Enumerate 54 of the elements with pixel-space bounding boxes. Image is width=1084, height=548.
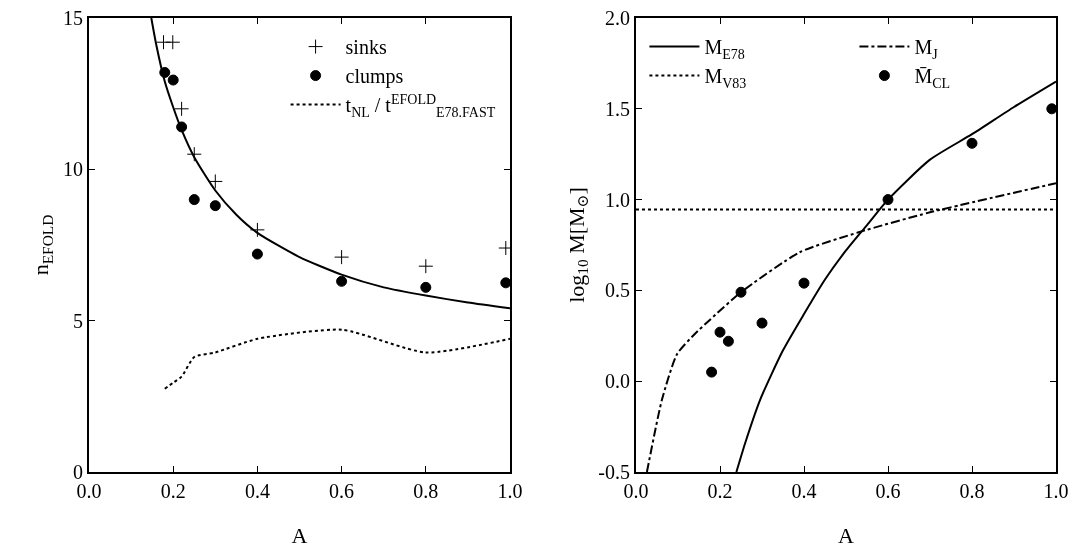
y-tick-label: 0.5 — [605, 279, 630, 302]
y-tick-label: 2.0 — [605, 7, 630, 29]
point — [500, 277, 510, 289]
point — [798, 277, 810, 289]
legend-label: M$_{E78}$ — [704, 36, 745, 62]
point — [735, 286, 747, 298]
x-tick-label: 0.0 — [623, 480, 649, 502]
x-tick-label: 0.2 — [707, 480, 733, 502]
y-tick-label: 0 — [73, 461, 83, 483]
legend-label: M$_{V83}$ — [704, 65, 747, 91]
point — [1046, 103, 1056, 115]
point — [420, 281, 432, 293]
point — [209, 200, 221, 212]
point — [174, 101, 190, 117]
y-tick-label: 1.0 — [605, 188, 630, 211]
x-tick-label: 1.0 — [497, 480, 523, 502]
legend-label: M$_{J}$ — [914, 36, 939, 62]
point — [159, 66, 171, 78]
point — [251, 248, 263, 260]
point — [714, 326, 726, 338]
x-tick-label: 0.6 — [329, 480, 355, 502]
point — [336, 275, 348, 287]
x-axis-title: A — [838, 523, 855, 548]
legend-label: clumps — [345, 65, 404, 89]
legend-label: M̄$_{CL}$ — [914, 65, 951, 91]
y-tick-label: 5 — [73, 309, 83, 332]
point — [167, 74, 179, 86]
point — [756, 317, 768, 329]
x-tick-label: 0.8 — [413, 480, 439, 502]
point — [706, 366, 718, 378]
point — [882, 194, 894, 206]
point — [188, 194, 200, 206]
x-tick-label: 0.4 — [244, 480, 270, 502]
y-tick-label: -0.5 — [598, 461, 630, 483]
x-tick-label: 0.4 — [791, 480, 817, 502]
x-tick-label: 0.6 — [875, 480, 901, 502]
y-tick-label: 1.5 — [605, 97, 630, 120]
point — [966, 137, 978, 149]
y-tick-label: 15 — [63, 7, 83, 29]
x-tick-label: 0.2 — [160, 480, 186, 502]
legend-label: sinks — [345, 36, 387, 59]
point — [249, 222, 265, 238]
point — [418, 258, 434, 274]
x-axis-title: A — [291, 523, 308, 548]
point — [186, 146, 202, 162]
y-tick-label: 10 — [63, 158, 83, 181]
x-tick-label: 1.0 — [1043, 480, 1069, 502]
point — [722, 335, 734, 347]
point — [165, 34, 181, 50]
point — [176, 121, 188, 133]
x-tick-label: 0.8 — [959, 480, 985, 502]
point — [334, 249, 350, 265]
point — [207, 173, 223, 189]
y-tick-label: 0.0 — [605, 370, 630, 393]
